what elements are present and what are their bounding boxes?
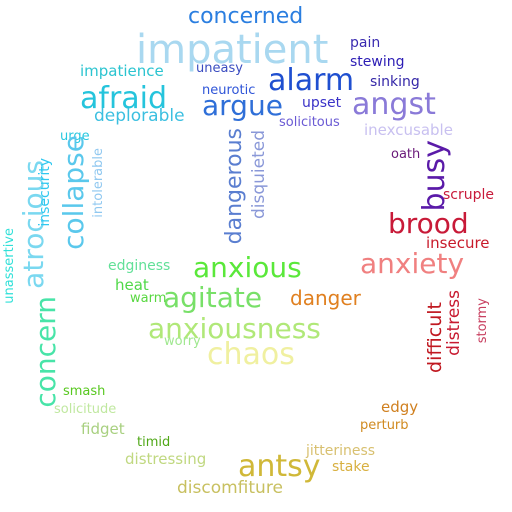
word-heat: heat <box>115 276 149 294</box>
word-solicitous: solicitous <box>279 115 340 130</box>
word-scruple: scruple <box>443 187 495 203</box>
word-anxiousness: anxiousness <box>148 312 321 345</box>
word-agitate: agitate <box>163 281 263 314</box>
word-concerned: concerned <box>188 4 304 29</box>
word-collapse: collapse <box>57 135 90 250</box>
word-sinking: sinking <box>370 74 420 90</box>
word-danger: danger <box>290 286 361 310</box>
word-concern: concern <box>29 296 62 408</box>
word-impatience: impatience <box>80 62 164 80</box>
word-intolerable: intolerable <box>91 148 106 218</box>
word-edginess: edginess <box>108 258 171 274</box>
word-timid: timid <box>137 435 171 450</box>
word-insecure: insecure <box>426 234 490 252</box>
word-jitteriness: jitteriness <box>306 443 376 459</box>
word-insecurity: insecurity <box>37 158 53 227</box>
word-alarm: alarm <box>268 63 355 98</box>
word-pain: pain <box>350 35 381 51</box>
word-argue: argue <box>202 89 283 122</box>
word-anxiety: anxiety <box>360 247 465 280</box>
word-uneasy: uneasy <box>196 61 243 76</box>
word-chaos: chaos <box>207 337 295 372</box>
word-disquieted: disquieted <box>249 130 269 220</box>
word-edgy: edgy <box>381 398 419 416</box>
word-warm: warm <box>130 291 167 306</box>
word-dangerous: dangerous <box>222 128 247 245</box>
word-urge: urge <box>60 129 90 144</box>
word-neurotic: neurotic <box>202 83 256 98</box>
word-upset: upset <box>302 95 342 111</box>
word-difficult: difficult <box>424 302 446 373</box>
word-antsy: antsy <box>238 449 321 484</box>
word-worry: worry <box>164 334 201 349</box>
word-solicitude: solicitude <box>54 402 117 417</box>
word-afraid: afraid <box>80 81 168 116</box>
word-stake: stake <box>332 459 370 475</box>
word-oath: oath <box>391 147 421 162</box>
word-inexcusable: inexcusable <box>364 121 453 139</box>
word-angst: angst <box>352 87 436 122</box>
word-distressing: distressing <box>125 450 207 468</box>
word-distress: distress <box>444 290 464 356</box>
word-deplorable: deplorable <box>94 106 185 126</box>
word-perturb: perturb <box>360 418 409 433</box>
word-stormy: stormy <box>475 298 490 344</box>
word-brood: brood <box>388 207 469 240</box>
word-unassertive: unassertive <box>2 228 17 304</box>
word-discomfiture: discomfiture <box>177 478 283 498</box>
word-fidget: fidget <box>81 420 125 438</box>
word-stewing: stewing <box>350 54 405 70</box>
word-smash: smash <box>63 384 106 399</box>
word-anxious: anxious <box>193 251 302 284</box>
word-impatient: impatient <box>136 27 329 73</box>
